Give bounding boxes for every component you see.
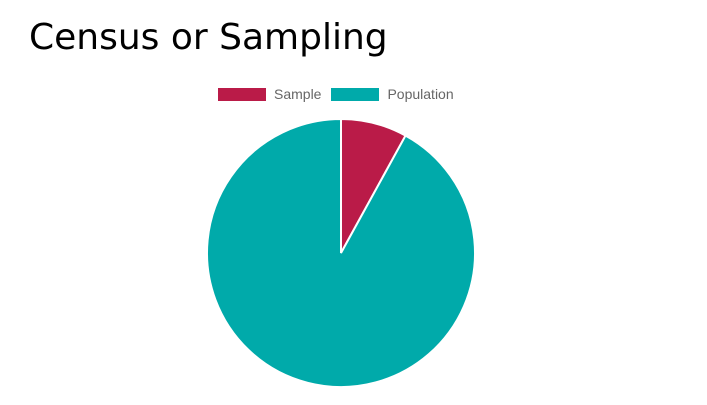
chart-legend: Sample Population: [218, 86, 464, 102]
legend-item-population[interactable]: Population: [331, 86, 454, 102]
legend-label-population: Population: [387, 86, 454, 102]
legend-swatch-sample: [218, 87, 266, 101]
pie-slice-population[interactable]: [206, 117, 476, 388]
page-title: Census or Sampling: [29, 17, 388, 58]
legend-label-sample: Sample: [274, 86, 322, 102]
legend-swatch-population: [331, 87, 380, 101]
legend-item-sample[interactable]: Sample: [218, 86, 321, 102]
